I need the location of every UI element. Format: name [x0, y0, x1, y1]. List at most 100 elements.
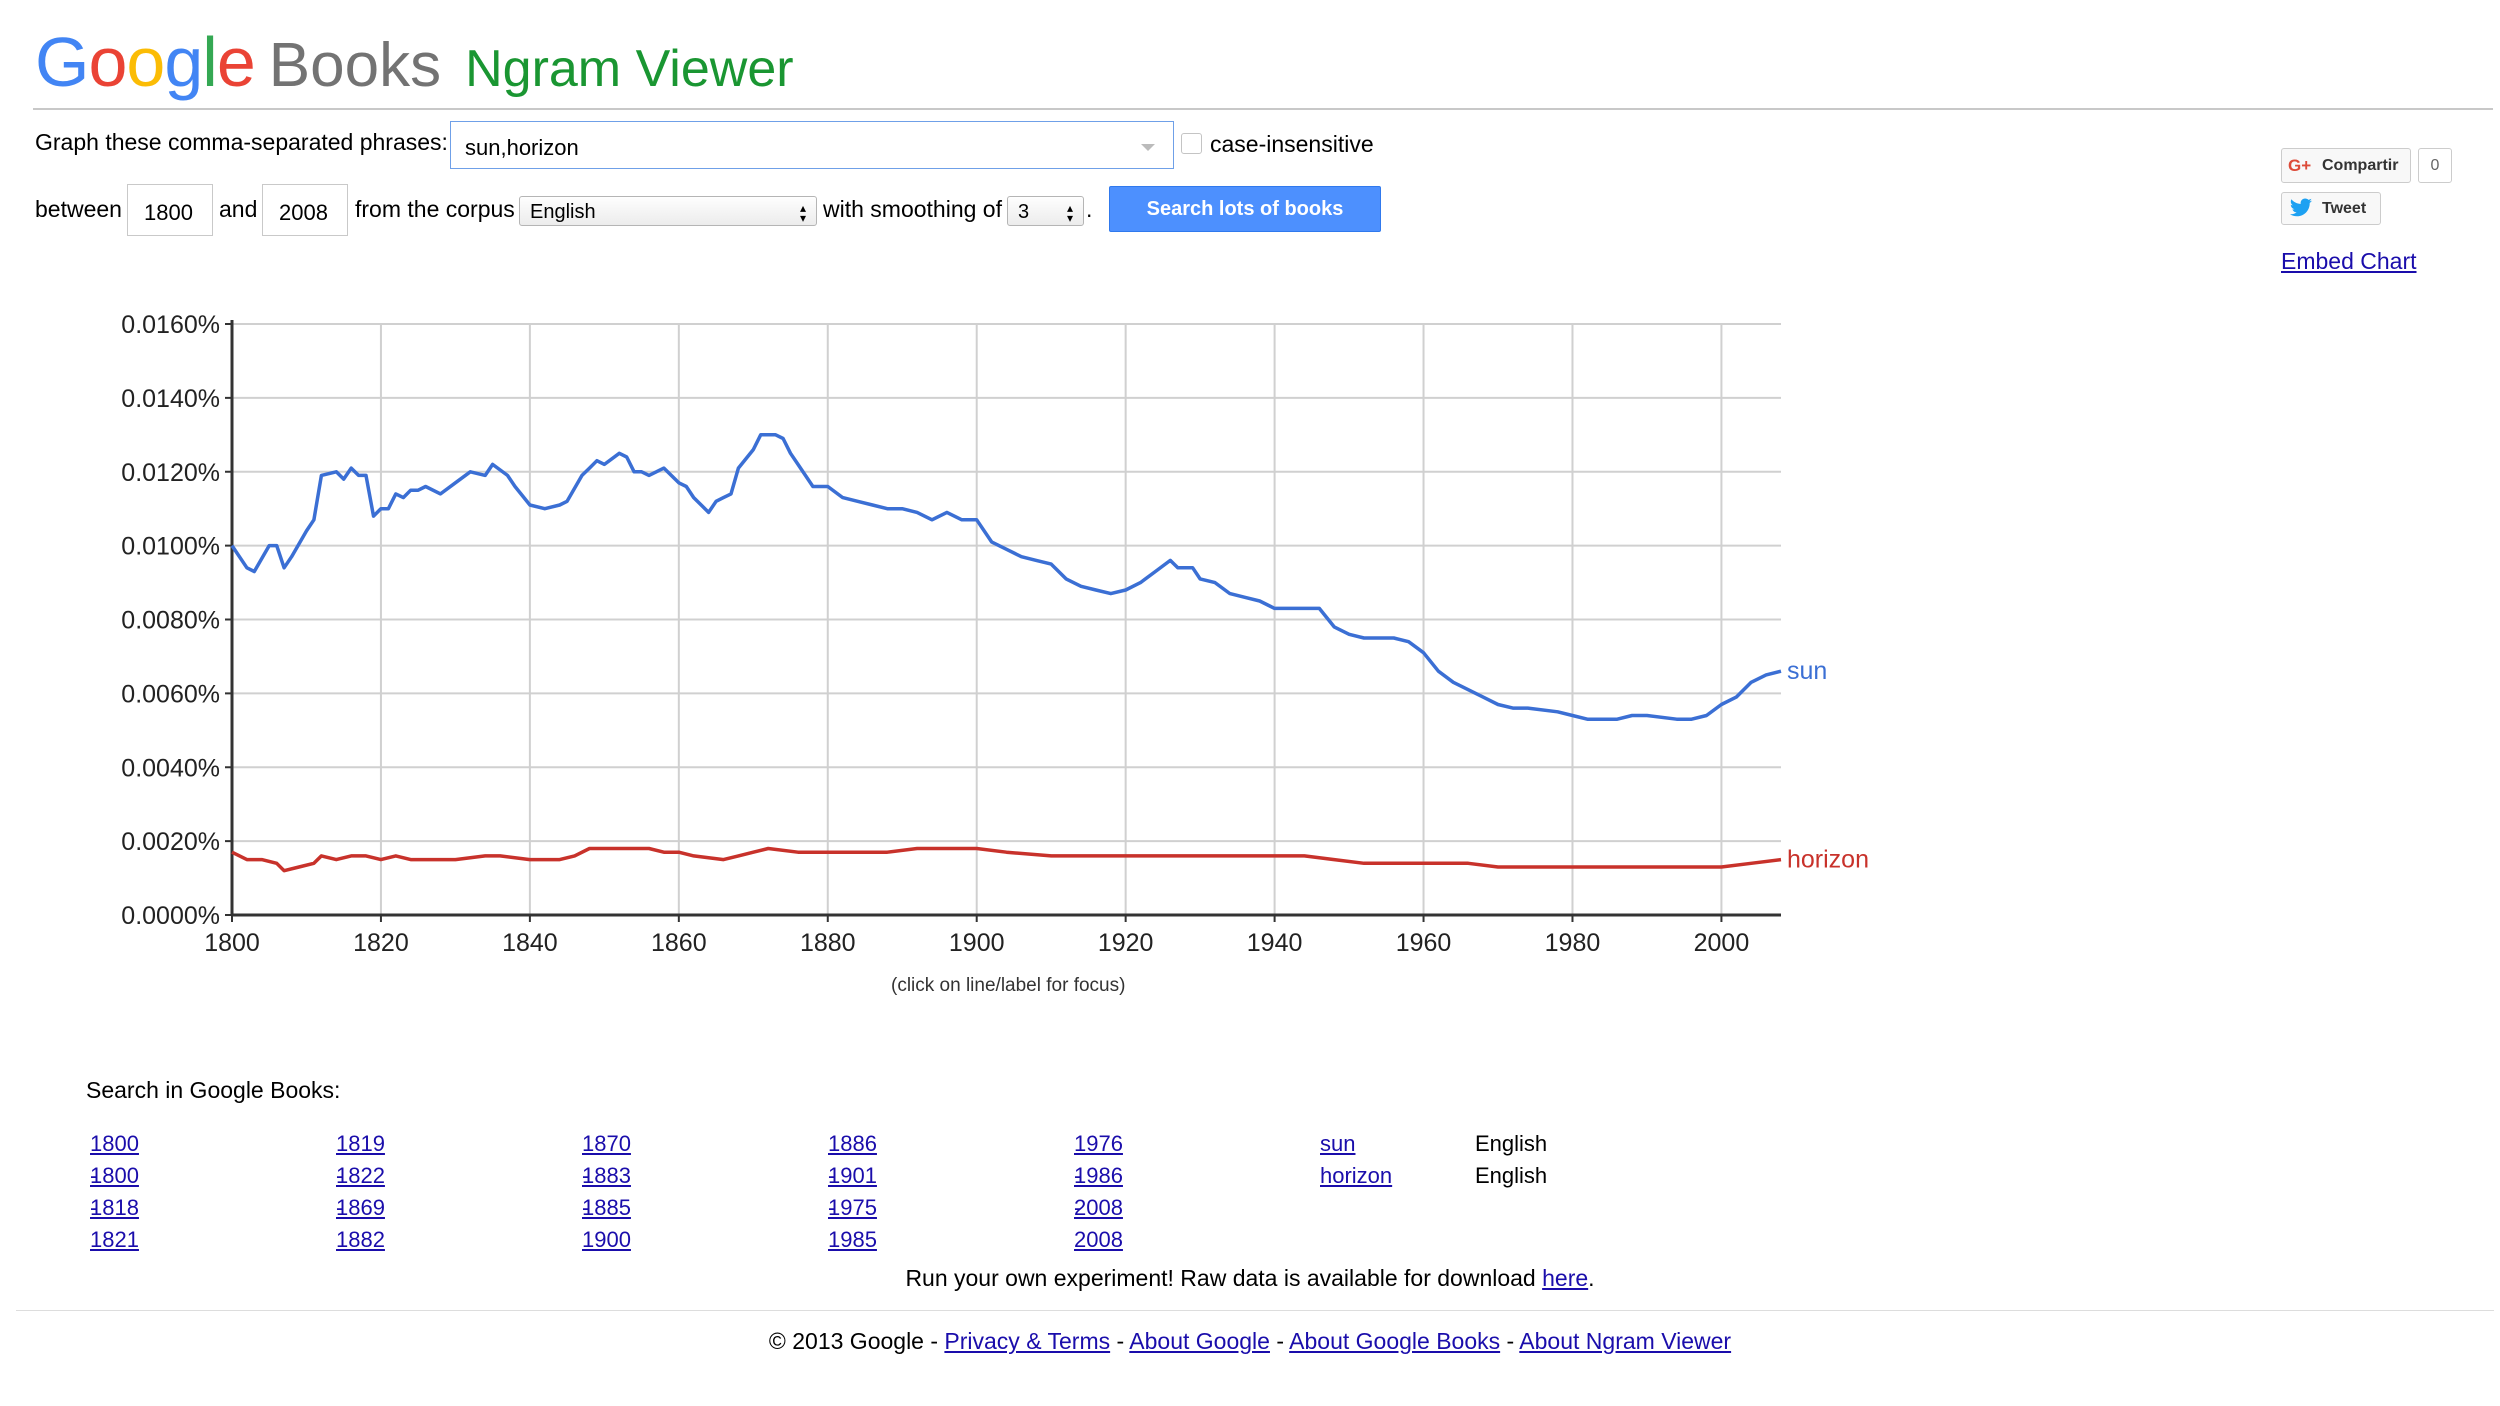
copyright: © 2013 Google - [768, 1328, 945, 1354]
phrases-label: Graph these comma-separated phrases: [35, 129, 448, 155]
logo-letter: e [216, 23, 256, 101]
case-insensitive-label: case-insensitive [1210, 131, 1374, 157]
phrases-dropdown-icon[interactable] [1141, 144, 1155, 151]
end-year-value: 2008 [279, 200, 328, 225]
select-arrows-icon: ▴ ▾ [1066, 201, 1073, 225]
y-axis-ticks: 0.0000% 0.0020% 0.0040% 0.0060% 0.0080% 0.010… [121, 311, 232, 930]
logo-letter: o [88, 23, 127, 101]
smoothing-select[interactable]: 3 ▴ ▾ [1007, 196, 1084, 226]
books-range-link[interactable]: 1976 - 2008 [1074, 1131, 1123, 1220]
logo-books: Books [268, 31, 442, 100]
phrases-value: sun,horizon [465, 135, 579, 160]
y-tick-label: 0.0100% [121, 533, 220, 561]
logo-letter: G [35, 23, 89, 101]
footer-sep: - [1110, 1328, 1130, 1354]
books-term-link[interactable]: horizon [1320, 1163, 1393, 1188]
footer-sep: - [1269, 1328, 1290, 1354]
chart-axes [230, 320, 1781, 917]
header-divider [33, 108, 2493, 110]
gplus-share-button[interactable]: G+ Compartir [2281, 148, 2411, 183]
raw-data-end: . [1588, 1265, 1595, 1291]
about-google-books-link[interactable]: About Google Books [1289, 1328, 1501, 1354]
raw-data-link[interactable]: here [1542, 1265, 1589, 1291]
end-year-input[interactable]: 2008 [262, 184, 348, 236]
chart-grid [232, 323, 1781, 915]
select-arrows-icon: ▴ ▾ [799, 201, 806, 225]
x-tick-label: 1840 [502, 929, 558, 957]
chart-focus-note: (click on line/label for focus) [891, 975, 1126, 996]
series-line-sun[interactable] [230, 433, 1782, 721]
x-tick-label: 1940 [1247, 929, 1303, 957]
books-range-link[interactable]: 1986 - 2008 [1074, 1163, 1123, 1252]
x-tick-label: 1980 [1545, 929, 1601, 957]
embed-chart-link[interactable]: Embed Chart [2281, 248, 2417, 274]
series-label-horizon[interactable]: horizon [1787, 846, 1869, 874]
search-books-button[interactable]: Search lots of books [1109, 186, 1381, 232]
books-range-link[interactable]: 1883 - 1900 [582, 1163, 631, 1252]
tweet-button[interactable]: Tweet [2281, 192, 2381, 225]
corpus-value: English [530, 201, 596, 223]
case-insensitive-checkbox[interactable] [1181, 133, 1202, 154]
smoothing-label: with smoothing of [823, 196, 1002, 222]
x-axis-ticks: 1800 1820 1840 1860 1880 1900 1920 1940 1960 1980… [204, 915, 1749, 957]
and-label: and [219, 196, 258, 222]
about-google-link[interactable]: About Google [1129, 1328, 1270, 1354]
y-tick-label: 0.0080% [121, 607, 220, 635]
logo-letter: l [202, 23, 218, 101]
books-heading: Search in Google Books: [86, 1077, 341, 1103]
books-range-link[interactable]: 1886 - 1975 [828, 1131, 877, 1220]
chart-series[interactable]: sun horizon [230, 433, 1869, 874]
y-tick-label: 0.0000% [121, 902, 220, 930]
y-tick-label: 0.0020% [121, 828, 220, 856]
logo-google: Google [35, 22, 256, 102]
x-tick-label: 1920 [1098, 929, 1154, 957]
page-title: Ngram Viewer [465, 40, 794, 98]
books-range-link[interactable]: 1870 - 1885 [582, 1131, 631, 1220]
gplus-share-label: Compartir [2322, 157, 2399, 174]
books-language: English [1475, 1163, 1548, 1188]
x-tick-label: 1800 [204, 929, 260, 957]
books-range-link[interactable]: 1822 - 1882 [336, 1163, 385, 1252]
logo-letter: g [164, 23, 203, 101]
raw-data-line: Run your own experiment! Raw data is ava… [0, 1265, 2500, 1292]
gplus-share-count: 0 [2418, 148, 2452, 183]
tweet-label: Tweet [2322, 200, 2367, 217]
logo-letter: o [126, 23, 165, 101]
x-tick-label: 1900 [949, 929, 1005, 957]
google-books-logo[interactable]: Google Books Ngram Viewer [35, 22, 794, 102]
footer-sep: - [1500, 1328, 1520, 1354]
y-tick-label: 0.0120% [121, 459, 220, 487]
smoothing-suffix: . [1086, 196, 1093, 222]
x-tick-label: 1820 [353, 929, 409, 957]
footer-divider [16, 1310, 2494, 1311]
smoothing-value: 3 [1018, 201, 1030, 223]
twitter-bird-icon [2288, 196, 2314, 225]
phrases-input[interactable]: sun,horizon [450, 121, 1174, 169]
gplus-icon: G+ [2288, 156, 2312, 175]
books-range-link[interactable]: 1901 - 1985 [828, 1163, 877, 1252]
x-tick-label: 1860 [651, 929, 707, 957]
series-line-horizon[interactable] [231, 846, 1782, 873]
start-year-input[interactable]: 1800 [127, 184, 213, 236]
y-tick-label: 0.0160% [121, 311, 220, 339]
ngram-chart[interactable]: 0.0000% 0.0020% 0.0040% 0.0060% 0.0080% 0.010… [0, 290, 1900, 1050]
books-language: English [1475, 1131, 1548, 1156]
x-tick-label: 2000 [1694, 929, 1750, 957]
start-year-value: 1800 [144, 200, 193, 225]
footer: © 2013 Google - Privacy & Terms - About … [0, 1328, 2500, 1355]
books-range-link[interactable]: 1800 - 1818 [90, 1131, 139, 1220]
corpus-select[interactable]: English ▴ ▾ [519, 196, 817, 226]
corpus-label: from the corpus [355, 196, 515, 222]
books-range-link[interactable]: 1800 - 1821 [90, 1163, 139, 1252]
books-range-link[interactable]: 1819 - 1869 [336, 1131, 385, 1220]
raw-data-text: Run your own experiment! Raw data is ava… [905, 1265, 1543, 1291]
x-tick-label: 1960 [1396, 929, 1452, 957]
books-term-link[interactable]: sun [1320, 1131, 1356, 1156]
x-tick-label: 1880 [800, 929, 856, 957]
y-tick-label: 0.0140% [121, 385, 220, 413]
privacy-terms-link[interactable]: Privacy & Terms [944, 1328, 1111, 1354]
y-tick-label: 0.0060% [121, 680, 220, 708]
between-label: between [35, 196, 122, 222]
series-label-sun[interactable]: sun [1787, 657, 1827, 685]
about-ngram-viewer-link[interactable]: About Ngram Viewer [1519, 1328, 1732, 1354]
